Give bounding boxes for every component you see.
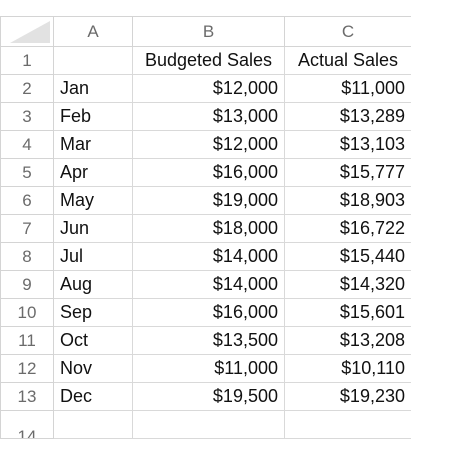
row-header[interactable]: 2 (0, 74, 54, 103)
cell-a3[interactable]: Feb (53, 102, 133, 131)
cell-a13[interactable]: Dec (53, 382, 133, 411)
row-header[interactable]: 3 (0, 102, 54, 131)
cell-c2[interactable]: $11,000 (284, 74, 411, 103)
row-header[interactable]: 14 (0, 410, 54, 439)
cell-a1[interactable] (53, 46, 133, 75)
table-row: 14 (0, 410, 411, 439)
cell-b10[interactable]: $16,000 (132, 298, 285, 327)
table-row: 1 Budgeted Sales Actual Sales (0, 46, 411, 75)
row-header[interactable]: 8 (0, 242, 54, 271)
cell-a4[interactable]: Mar (53, 130, 133, 159)
cell-b7[interactable]: $18,000 (132, 214, 285, 243)
table-row: 9 Aug $14,000 $14,320 (0, 270, 411, 299)
cell-b12[interactable]: $11,000 (132, 354, 285, 383)
cell-c1[interactable]: Actual Sales (284, 46, 411, 75)
table-row: 2 Jan $12,000 $11,000 (0, 74, 411, 103)
cell-table: A B C 1 Budgeted Sales Actual Sales 2 Ja… (0, 16, 411, 439)
column-header-b[interactable]: B (132, 16, 285, 47)
cell-c8[interactable]: $15,440 (284, 242, 411, 271)
table-row: 5 Apr $16,000 $15,777 (0, 158, 411, 187)
cell-b3[interactable]: $13,000 (132, 102, 285, 131)
row-header-label: 14 (17, 426, 37, 439)
cell-c10[interactable]: $15,601 (284, 298, 411, 327)
cell-b11[interactable]: $13,500 (132, 326, 285, 355)
cell-a12[interactable]: Nov (53, 354, 133, 383)
cell-b1[interactable]: Budgeted Sales (132, 46, 285, 75)
select-all-triangle-icon (10, 21, 50, 43)
cell-a8[interactable]: Jul (53, 242, 133, 271)
cell-b4[interactable]: $12,000 (132, 130, 285, 159)
cell-a2[interactable]: Jan (53, 74, 133, 103)
cell-c3[interactable]: $13,289 (284, 102, 411, 131)
row-header[interactable]: 5 (0, 158, 54, 187)
row-header[interactable]: 9 (0, 270, 54, 299)
row-header[interactable]: 1 (0, 46, 54, 75)
cell-b5[interactable]: $16,000 (132, 158, 285, 187)
table-row: 11 Oct $13,500 $13,208 (0, 326, 411, 355)
column-header-a[interactable]: A (53, 16, 133, 47)
cell-a5[interactable]: Apr (53, 158, 133, 187)
row-header[interactable]: 10 (0, 298, 54, 327)
table-row: 10 Sep $16,000 $15,601 (0, 298, 411, 327)
cell-c13[interactable]: $19,230 (284, 382, 411, 411)
table-row: 6 May $19,000 $18,903 (0, 186, 411, 215)
cell-a6[interactable]: May (53, 186, 133, 215)
cell-c14[interactable] (284, 410, 411, 439)
cell-c4[interactable]: $13,103 (284, 130, 411, 159)
cell-b6[interactable]: $19,000 (132, 186, 285, 215)
row-header[interactable]: 11 (0, 326, 54, 355)
cell-a11[interactable]: Oct (53, 326, 133, 355)
select-all-corner[interactable] (0, 16, 54, 47)
cell-a9[interactable]: Aug (53, 270, 133, 299)
cell-c7[interactable]: $16,722 (284, 214, 411, 243)
cell-a14[interactable] (53, 410, 133, 439)
table-row: 3 Feb $13,000 $13,289 (0, 102, 411, 131)
table-row: 13 Dec $19,500 $19,230 (0, 382, 411, 411)
cell-c11[interactable]: $13,208 (284, 326, 411, 355)
row-header[interactable]: 13 (0, 382, 54, 411)
row-header[interactable]: 4 (0, 130, 54, 159)
cell-b14[interactable] (132, 410, 285, 439)
cell-b8[interactable]: $14,000 (132, 242, 285, 271)
column-header-c[interactable]: C (284, 16, 411, 47)
row-header[interactable]: 6 (0, 186, 54, 215)
table-row: 8 Jul $14,000 $15,440 (0, 242, 411, 271)
table-row: 12 Nov $11,000 $10,110 (0, 354, 411, 383)
cell-c6[interactable]: $18,903 (284, 186, 411, 215)
spreadsheet-grid: A B C 1 Budgeted Sales Actual Sales 2 Ja… (0, 16, 411, 463)
cell-a7[interactable]: Jun (53, 214, 133, 243)
cell-b13[interactable]: $19,500 (132, 382, 285, 411)
column-header-row: A B C (0, 16, 411, 47)
cell-a10[interactable]: Sep (53, 298, 133, 327)
table-row: 7 Jun $18,000 $16,722 (0, 214, 411, 243)
cell-b9[interactable]: $14,000 (132, 270, 285, 299)
table-row: 4 Mar $12,000 $13,103 (0, 130, 411, 159)
cell-c5[interactable]: $15,777 (284, 158, 411, 187)
cell-b2[interactable]: $12,000 (132, 74, 285, 103)
cell-c12[interactable]: $10,110 (284, 354, 411, 383)
cell-c9[interactable]: $14,320 (284, 270, 411, 299)
row-header[interactable]: 12 (0, 354, 54, 383)
row-header[interactable]: 7 (0, 214, 54, 243)
